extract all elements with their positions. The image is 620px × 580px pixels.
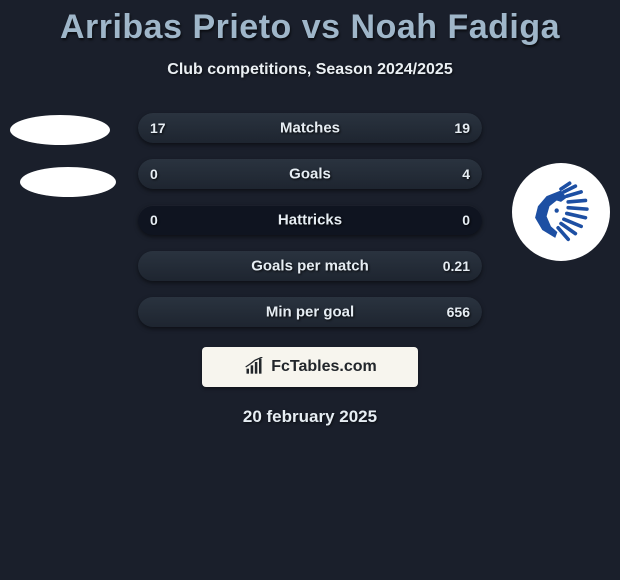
comparison-card: Arribas Prieto vs Noah Fadiga Club compe… — [0, 0, 620, 427]
stat-value-right: 0 — [462, 212, 470, 228]
stat-label: Goals per match — [251, 258, 369, 275]
stat-value-left: 0 — [150, 166, 158, 182]
stat-value-right: 4 — [462, 166, 470, 182]
stat-value-right: 19 — [454, 120, 470, 136]
stat-bars: 17 Matches 19 0 Goals 4 0 Hattricks 0 — [138, 113, 482, 327]
stat-value-right: 656 — [447, 304, 470, 320]
team-badge-left-1 — [10, 115, 110, 145]
subtitle: Club competitions, Season 2024/2025 — [0, 61, 620, 79]
branding-box[interactable]: FcTables.com — [202, 347, 418, 387]
stat-value-right: 0.21 — [443, 258, 470, 274]
stat-label: Matches — [280, 120, 340, 137]
page-title: Arribas Prieto vs Noah Fadiga — [0, 8, 620, 47]
stat-row-goals-per-match: Goals per match 0.21 — [138, 251, 482, 281]
stat-label: Min per goal — [266, 304, 354, 321]
bar-chart-icon — [243, 357, 265, 377]
snapshot-date: 20 february 2025 — [0, 407, 620, 427]
team-badge-left-2 — [20, 167, 116, 197]
branding-label: FcTables.com — [271, 358, 377, 376]
stat-label: Hattricks — [278, 212, 342, 229]
chief-head-icon — [525, 176, 597, 248]
stat-row-matches: 17 Matches 19 — [138, 113, 482, 143]
stats-section: 17 Matches 19 0 Goals 4 0 Hattricks 0 — [0, 113, 620, 427]
stat-label: Goals — [289, 166, 331, 183]
stat-row-hattricks: 0 Hattricks 0 — [138, 205, 482, 235]
stat-value-left: 17 — [150, 120, 166, 136]
team-badge-right — [512, 163, 610, 261]
stat-value-left: 0 — [150, 212, 158, 228]
stat-row-goals: 0 Goals 4 — [138, 159, 482, 189]
stat-row-min-per-goal: Min per goal 656 — [138, 297, 482, 327]
